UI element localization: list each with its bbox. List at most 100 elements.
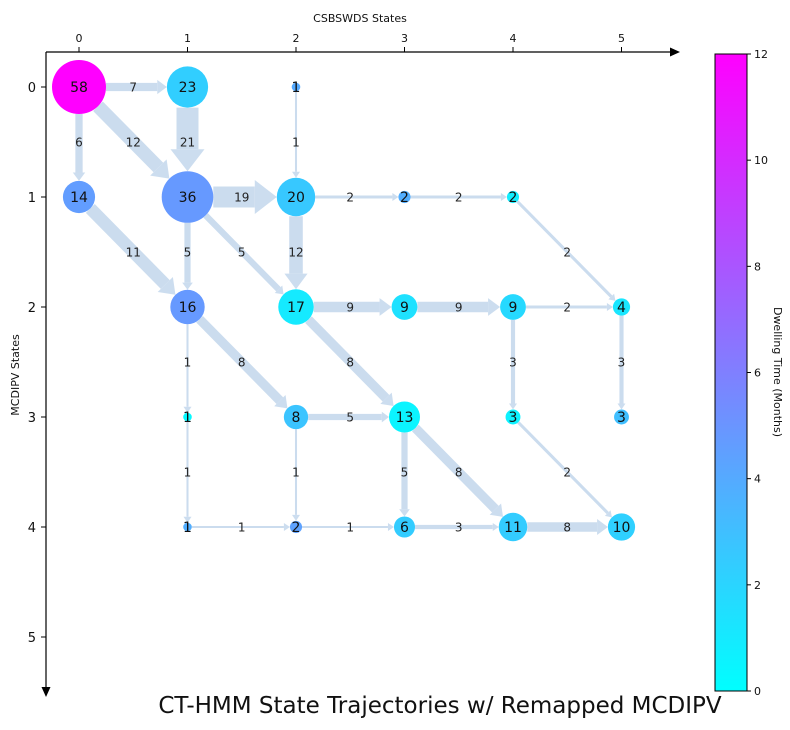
state-count-label: 3 — [509, 410, 518, 426]
state-count-label: 3 — [617, 410, 626, 426]
transition-count-label: 8 — [563, 521, 571, 535]
transition-count-label: 1 — [238, 521, 246, 535]
x-axis-label: CSBSWDS States — [313, 12, 407, 25]
transition-arrowhead — [492, 523, 499, 531]
transition-count-label: 3 — [455, 521, 463, 535]
state-node-circle — [500, 294, 526, 320]
transition-arrowhead — [381, 411, 389, 423]
transition-arrowhead — [170, 149, 205, 172]
y-axis-label: MCDIPV States — [9, 334, 22, 416]
state-node-circle — [391, 294, 418, 320]
state-count-label: 16 — [179, 300, 197, 316]
transition-arrowhead — [274, 285, 284, 295]
state-count-label: 8 — [292, 410, 301, 426]
state-node-circle — [291, 82, 301, 92]
x-tick-label: 3 — [401, 32, 408, 45]
transition-edge — [203, 213, 281, 292]
transition-arrowhead — [183, 516, 192, 523]
state-nodes: 58 23 114 36 20 2 216 17 9 9 41 8 13 3 31 2 6 11 10 — [52, 60, 636, 542]
state-node-circle — [283, 404, 309, 430]
transition-count-label: 3 — [618, 356, 626, 370]
transition-edges — [72, 79, 626, 535]
transition-count-label: 2 — [563, 466, 571, 480]
state-count-label: 20 — [287, 190, 305, 206]
colorbar-label: Dwelling Time (Months) — [771, 307, 784, 437]
colorbar-gradient — [714, 53, 748, 692]
transition-count-label: 9 — [346, 301, 354, 315]
transition-count-label: 7 — [129, 81, 137, 95]
state-node-circle — [393, 516, 416, 538]
transition-arrowhead — [380, 392, 394, 406]
transition-count-label: 2 — [455, 191, 463, 205]
state-count-label: 13 — [396, 410, 414, 426]
x-tick-label: 1 — [184, 32, 191, 45]
transition-count-label: 2 — [563, 301, 571, 315]
colorbar: 0 2 4 6 8 10 12 Dwelling Time (Months) — [714, 48, 784, 698]
transition-count-label: 19 — [234, 191, 249, 205]
transition-arrowhead — [500, 193, 507, 201]
colorbar-tick-label: 2 — [754, 579, 761, 592]
transition-count-label: 2 — [346, 191, 354, 205]
transition-arrowhead — [597, 519, 608, 535]
state-node-circle — [170, 289, 205, 325]
transition-count-label: 12 — [126, 136, 141, 150]
x-tick-label: 5 — [618, 32, 625, 45]
state-count-label: 36 — [179, 190, 197, 206]
state-count-label: 9 — [400, 300, 409, 316]
state-node-circle — [506, 190, 520, 204]
transition-arrowhead — [182, 282, 193, 290]
state-node-circle — [276, 177, 316, 217]
state-node-circle — [52, 60, 106, 114]
transition-count-label: 8 — [346, 356, 354, 370]
state-count-label: 2 — [292, 520, 301, 536]
state-count-label: 1 — [183, 410, 192, 426]
transition-count-label: 1 — [292, 466, 300, 480]
transition-count-label: 8 — [238, 356, 246, 370]
transition-edge — [196, 315, 284, 404]
state-node-circle — [183, 412, 192, 422]
state-node-circle — [388, 401, 421, 433]
state-node-circle — [614, 409, 629, 425]
transition-arrowhead — [284, 273, 308, 290]
transition-edge — [517, 421, 609, 515]
transition-arrowhead — [488, 298, 501, 316]
state-count-label: 6 — [400, 520, 409, 536]
transition-arrowhead — [489, 503, 503, 517]
transition-arrowhead — [399, 509, 410, 517]
state-node-circle — [289, 520, 303, 534]
transition-count-label: 5 — [238, 246, 246, 260]
transition-count-label: 5 — [184, 246, 192, 260]
transition-edge — [305, 316, 390, 402]
y-axis-arrowhead — [41, 687, 51, 697]
x-tick-label: 4 — [510, 32, 517, 45]
state-count-label: 58 — [70, 80, 88, 96]
state-node-circle — [607, 513, 636, 541]
transition-count-label: 1 — [292, 136, 300, 150]
state-node-circle — [505, 409, 521, 425]
state-node-circle — [498, 512, 528, 542]
y-tick-label: 5 — [28, 631, 36, 646]
state-node-circle — [62, 180, 96, 214]
y-tick-label: 4 — [28, 521, 36, 536]
y-tick-label: 3 — [28, 411, 36, 426]
transition-edge — [412, 424, 499, 513]
state-count-label: 2 — [509, 190, 518, 206]
transition-edge — [516, 200, 613, 298]
transition-arrowhead — [379, 298, 392, 316]
transition-arrowhead — [274, 395, 288, 409]
state-count-label: 1 — [292, 80, 301, 96]
state-count-label: 17 — [287, 300, 305, 316]
state-count-label: 11 — [504, 520, 522, 536]
colorbar-tick-label: 10 — [754, 154, 768, 167]
state-count-label: 14 — [70, 190, 88, 206]
transition-count-label: 3 — [509, 356, 517, 370]
x-tick-label: 0 — [76, 32, 83, 45]
transition-count-label: 11 — [126, 246, 141, 260]
transition-count-label: 6 — [75, 136, 83, 150]
state-node-circle — [612, 298, 631, 316]
colorbar-tick-label: 8 — [754, 260, 761, 273]
state-node-circle — [278, 289, 314, 325]
transition-arrowhead — [387, 523, 394, 531]
